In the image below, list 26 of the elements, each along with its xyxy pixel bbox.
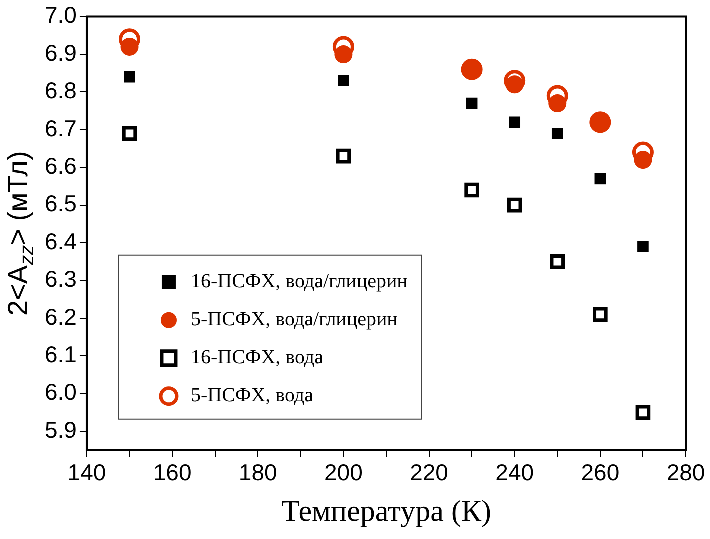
x-tick-label: 180: [238, 460, 278, 486]
y-axis-title: 2<Azz> (мТл): [2, 151, 39, 316]
y-tick-label: 6.2: [44, 304, 77, 330]
x-tick-label: 140: [68, 460, 106, 486]
y-tick-label: 5.9: [44, 416, 77, 443]
legend-label: 16-ПСФХ, вода: [190, 346, 324, 369]
x-tick-label: 280: [666, 460, 706, 486]
x-axis-title: Температура (К): [282, 494, 492, 528]
y-tick-label: 6.7: [44, 115, 77, 142]
y-tick-label: 6.4: [44, 228, 78, 254]
y-tick-label: 6.0: [44, 379, 77, 406]
y-tick-label: 6.3: [44, 266, 77, 292]
x-tick-label: 260: [581, 460, 620, 486]
x-tick-label: 220: [410, 460, 448, 486]
x-tick-label: 200: [324, 460, 363, 486]
y-tick-label: 6.8: [44, 78, 77, 104]
y-tick-label: 6.6: [44, 152, 77, 179]
y-tick-label: 6.5: [44, 190, 77, 217]
y-tick-label: 7.0: [44, 2, 77, 28]
y-tick-label: 6.9: [44, 40, 77, 66]
x-tick-label: 240: [496, 460, 534, 486]
x-tick-label: 160: [153, 460, 192, 486]
legend-label: 16-ПСФХ, вода/глицерин: [190, 270, 408, 293]
legend-label: 5-ПСФХ, вода/глицерин: [190, 308, 398, 331]
legend-label: 5-ПСФХ, вода: [190, 384, 314, 407]
y-tick-label: 6.1: [44, 341, 77, 368]
